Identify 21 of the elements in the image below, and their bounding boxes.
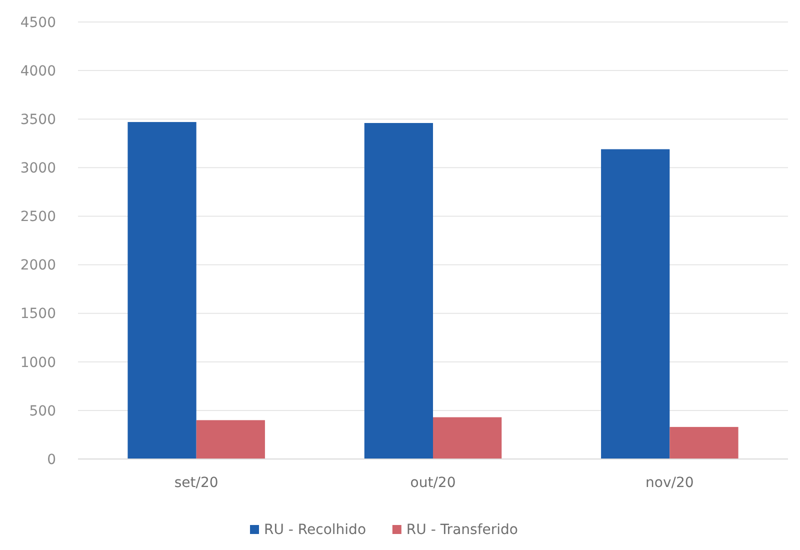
bar (670, 426, 738, 459)
y-tick-label: 3000 (20, 160, 56, 177)
x-tick-label: nov/20 (646, 475, 694, 491)
legend-label: RU - Transferido (406, 522, 518, 538)
y-tick-label: 0 (47, 452, 56, 468)
bar (433, 417, 502, 459)
x-tick-label: set/20 (174, 475, 218, 491)
y-tick-label: 500 (29, 403, 56, 420)
y-tick-label: 4000 (20, 63, 56, 80)
bar (601, 149, 670, 459)
x-tick-label: out/20 (410, 475, 456, 491)
bar (364, 122, 433, 459)
y-tick-label: 4500 (20, 14, 56, 31)
y-tick-label: 2500 (20, 209, 56, 226)
bar (128, 122, 196, 459)
legend-label: RU - Recolhido (264, 522, 366, 538)
y-tick-label: 2000 (20, 258, 56, 274)
y-tick-label: 3500 (20, 112, 56, 128)
y-tick-label: 1500 (20, 306, 56, 322)
bar (196, 420, 265, 459)
y-tick-label: 1000 (20, 354, 56, 371)
